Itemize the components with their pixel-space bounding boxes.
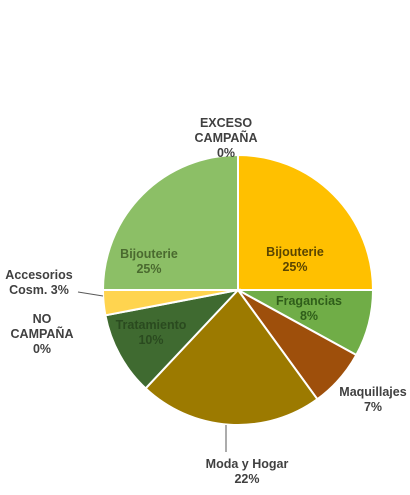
slice-label-6: Accesorios Cosm. 3%: [5, 268, 72, 297]
slice-label-2: Maquillajes 7%: [339, 385, 406, 414]
slice-label-1-line-0: Fragancias: [276, 294, 342, 308]
slice-label-1: Fragancias 8%: [276, 294, 342, 323]
pie-slice-3: [144, 288, 319, 426]
slice-label-6-line-1: Cosm. 3%: [9, 283, 69, 297]
slice-label-4: Tratamiento 10%: [116, 318, 187, 347]
slice-label-0-line-0: Bijouterie: [266, 245, 324, 259]
slice-label-7-line-0: Bijouterie: [120, 247, 178, 261]
slice-label-8-line-1: CAMPAÑA: [195, 130, 258, 145]
slice-label-3-line-1: 22%: [234, 472, 259, 486]
slice-label-5-line-0: NO: [33, 312, 52, 326]
slice-label-3-line-0: Moda y Hogar: [206, 457, 289, 471]
slice-label-2-line-1: 7%: [364, 400, 382, 414]
pie-slice-4: [104, 288, 241, 390]
slice-label-7: Bijouterie 25%: [120, 247, 178, 276]
slice-label-2-line-0: Maquillajes: [339, 385, 406, 399]
slice-label-0-line-1: 25%: [282, 260, 307, 274]
slice-label-1-line-1: 8%: [300, 309, 318, 323]
slice-label-3: Moda y Hogar 22%: [206, 457, 289, 486]
slice-label-5-line-1: CAMPAÑA: [11, 326, 74, 341]
slice-label-5: NO CAMPAÑA 0%: [11, 312, 74, 356]
slice-label-0: Bijouterie 25%: [266, 245, 324, 274]
pie-slice-7: [101, 153, 239, 291]
slice-label-6-line-0: Accesorios: [5, 268, 72, 282]
pie-slices: [101, 153, 375, 426]
slice-label-8-line-0: EXCESO: [200, 116, 252, 130]
slice-label-8-line-2: 0%: [217, 146, 235, 160]
slice-label-5-line-2: 0%: [33, 342, 51, 356]
slice-label-4-line-1: 10%: [138, 333, 163, 347]
slice-label-7-line-1: 25%: [136, 262, 161, 276]
slice-label-8: EXCESO CAMPAÑA 0%: [195, 116, 258, 160]
pie-slice-0: [237, 153, 375, 291]
slice-label-4-line-0: Tratamiento: [116, 318, 187, 332]
leader-line-6: [77, 291, 104, 297]
